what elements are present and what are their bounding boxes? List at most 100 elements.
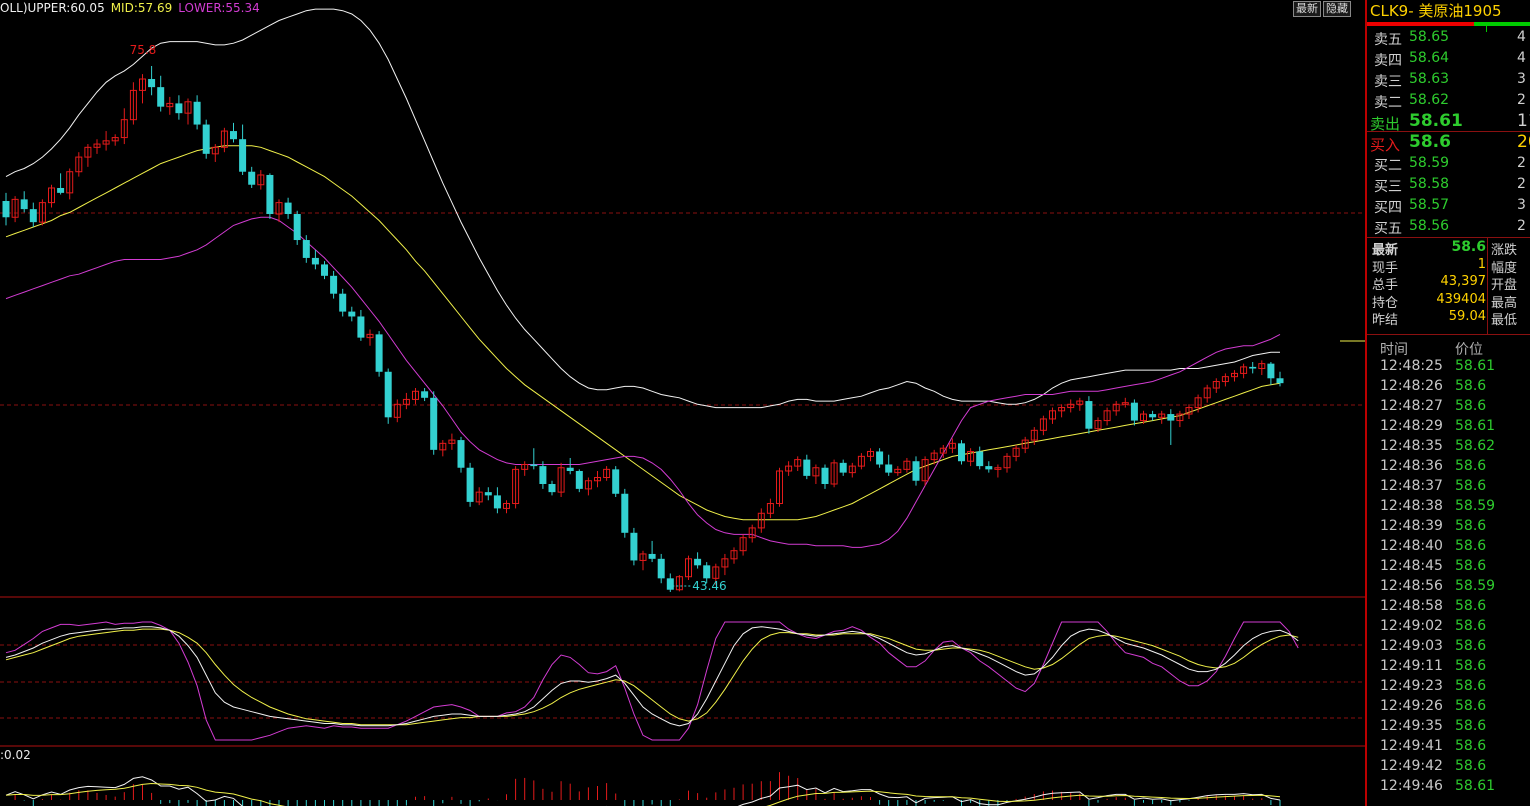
candle-body <box>548 484 556 493</box>
tick-row-p: 58.6 <box>1455 618 1487 634</box>
candle-body <box>857 455 865 467</box>
ask-row-vol: 4 <box>1517 50 1526 66</box>
tick-row: 12:49:11 58.6 <box>1367 657 1530 677</box>
candle-body <box>1058 407 1066 412</box>
boll-legend: OLL)UPPER:60.05 MID:57.69 LOWER:55.34 <box>0 1 266 15</box>
tick-row-p: 58.61 <box>1455 358 1496 374</box>
kline-chart-area[interactable]: 75.8 43.46 OLL)UPPER:60.05 MID:57.69 LOWER:… <box>0 0 1365 806</box>
stat-row-k: 现手 <box>1372 260 1399 276</box>
tick-row-t: 12:48:37 <box>1380 478 1443 494</box>
candle-body <box>84 146 92 158</box>
tick-row-p: 58.6 <box>1455 598 1487 614</box>
candle-body <box>29 209 37 223</box>
candle-body <box>994 467 1002 470</box>
macd-dif-line <box>5 776 1281 806</box>
low-price-label: 43.46 <box>692 579 726 593</box>
stat-row: 持仓 439404 最高 <box>1367 291 1530 311</box>
candle-body <box>1049 410 1056 420</box>
stat-row-v: 58.6 <box>1451 239 1486 255</box>
latest-button[interactable]: 最新 <box>1293 1 1321 17</box>
tick-list[interactable]: 时间 价位 12:48:25 58.61 12:48:26 58.6 12:48:27 5… <box>1367 338 1530 797</box>
ask-row-vol: 2 <box>1517 92 1526 108</box>
candle-body <box>166 102 174 108</box>
stat-row-v: 439404 <box>1436 291 1486 307</box>
tick-row-p: 58.59 <box>1455 578 1496 594</box>
bid-row: 买二 58.59 2 <box>1367 153 1530 174</box>
high-price-label: 75.8 <box>130 43 157 57</box>
tick-row: 12:49:23 58.6 <box>1367 677 1530 697</box>
tick-row-t: 12:48:25 <box>1380 358 1443 374</box>
boll-lower-label: LOWER:55.34 <box>178 1 260 15</box>
candle-body <box>20 199 28 210</box>
candle-body <box>448 439 456 444</box>
candle-body <box>321 264 328 276</box>
candle-body <box>421 391 429 398</box>
stat-row-k2: 开盘 <box>1491 278 1518 293</box>
candle-body <box>475 491 483 503</box>
stat-row-v: 1 <box>1477 256 1486 272</box>
tick-row-p: 58.6 <box>1455 758 1487 774</box>
candle-body <box>503 503 510 509</box>
bid-row-price: 58.6 <box>1409 132 1451 152</box>
kline-chart-svg[interactable]: 75.8 43.46 <box>0 0 1365 806</box>
candle-body <box>1158 413 1166 418</box>
candle-body <box>430 397 438 450</box>
candle-body <box>1094 420 1102 430</box>
tick-row-p: 58.6 <box>1455 538 1487 554</box>
candle-body <box>1121 402 1129 405</box>
candle-body <box>330 275 338 294</box>
ask-row: 卖出 58.61 11 <box>1367 111 1530 133</box>
ask-row-label: 卖四 <box>1374 53 1402 69</box>
boll-lower-line <box>5 216 1281 548</box>
candle-body <box>976 451 984 467</box>
candle-body <box>38 202 46 223</box>
candle-body <box>184 101 192 114</box>
candle-body <box>193 101 201 125</box>
candle-body <box>812 467 820 477</box>
stat-row: 最新 58.6 涨跌 <box>1367 238 1530 258</box>
candle-body <box>457 440 465 468</box>
candle-body <box>484 492 492 496</box>
candle-body <box>293 214 301 241</box>
candle-body <box>675 576 683 591</box>
candle-body <box>1221 376 1229 383</box>
hide-button[interactable]: 隐藏 <box>1323 1 1351 17</box>
candle-body <box>1167 414 1175 421</box>
stat-row-k: 持仓 <box>1372 295 1399 311</box>
top-buttons: 最新 隐藏 <box>1293 1 1351 17</box>
tick-row-p: 58.6 <box>1455 678 1487 694</box>
candle-body <box>1194 397 1202 409</box>
candle-body <box>894 468 902 474</box>
candle-body <box>1258 363 1266 370</box>
candle-body <box>1203 387 1211 399</box>
tick-row-p: 58.61 <box>1455 778 1496 794</box>
candle-body <box>284 202 292 215</box>
ask-row-label: 卖二 <box>1374 95 1402 111</box>
tick-row: 12:49:03 58.6 <box>1367 637 1530 657</box>
candle-body <box>885 464 893 473</box>
candle-body <box>111 137 119 142</box>
candle-body <box>239 139 247 172</box>
tick-row-p: 58.61 <box>1455 418 1496 434</box>
tick-row-t: 12:49:26 <box>1380 698 1443 714</box>
stat-row-k: 总手 <box>1372 278 1399 293</box>
tick-row: 12:49:26 58.6 <box>1367 697 1530 717</box>
tick-row-t: 12:48:26 <box>1380 378 1443 394</box>
tick-row-p: 58.6 <box>1455 518 1487 534</box>
stat-row-k2: 最低 <box>1491 313 1518 328</box>
stat-row-k2: 涨跌 <box>1491 243 1518 258</box>
candle-body <box>275 202 283 215</box>
candle-body <box>821 467 829 485</box>
bid-row-vol: 3 <box>1517 197 1526 213</box>
ask-row-vol: 11 <box>1517 111 1530 131</box>
candle-body <box>393 403 401 418</box>
ask-row-price: 58.61 <box>1409 111 1463 131</box>
tick-row-p: 58.6 <box>1455 718 1487 734</box>
tick-time-header: 时间 <box>1380 342 1408 358</box>
tick-row: 12:48:39 58.6 <box>1367 517 1530 537</box>
candle-body <box>1130 402 1138 421</box>
candle-body <box>66 171 74 194</box>
kdj-d-line <box>5 628 1299 726</box>
candle-body <box>402 398 410 405</box>
candle-body <box>666 578 674 590</box>
